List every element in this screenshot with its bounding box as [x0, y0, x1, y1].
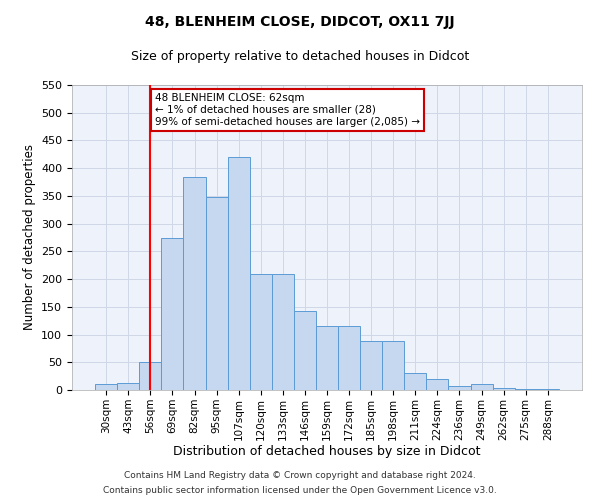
Bar: [117, 384, 139, 390]
Bar: [404, 374, 427, 390]
Bar: [294, 310, 316, 390]
Bar: [95, 384, 117, 390]
Text: 48 BLENHEIM CLOSE: 62sqm
← 1% of detached houses are smaller (28)
99% of semi-de: 48 BLENHEIM CLOSE: 62sqm ← 1% of detache…: [155, 94, 420, 126]
Bar: [161, 238, 184, 390]
Bar: [206, 197, 227, 390]
Bar: [360, 341, 382, 390]
Bar: [427, 379, 448, 390]
Text: Contains HM Land Registry data © Crown copyright and database right 2024.: Contains HM Land Registry data © Crown c…: [124, 471, 476, 480]
Bar: [338, 326, 360, 390]
Bar: [227, 157, 250, 390]
X-axis label: Distribution of detached houses by size in Didcot: Distribution of detached houses by size …: [173, 446, 481, 458]
Bar: [448, 386, 470, 390]
Bar: [537, 389, 559, 390]
Text: Size of property relative to detached houses in Didcot: Size of property relative to detached ho…: [131, 50, 469, 63]
Bar: [184, 176, 206, 390]
Bar: [316, 326, 338, 390]
Bar: [382, 341, 404, 390]
Text: Contains public sector information licensed under the Open Government Licence v3: Contains public sector information licen…: [103, 486, 497, 495]
Bar: [272, 274, 294, 390]
Bar: [493, 388, 515, 390]
Bar: [250, 274, 272, 390]
Bar: [470, 384, 493, 390]
Text: 48, BLENHEIM CLOSE, DIDCOT, OX11 7JJ: 48, BLENHEIM CLOSE, DIDCOT, OX11 7JJ: [145, 15, 455, 29]
Y-axis label: Number of detached properties: Number of detached properties: [23, 144, 35, 330]
Bar: [139, 362, 161, 390]
